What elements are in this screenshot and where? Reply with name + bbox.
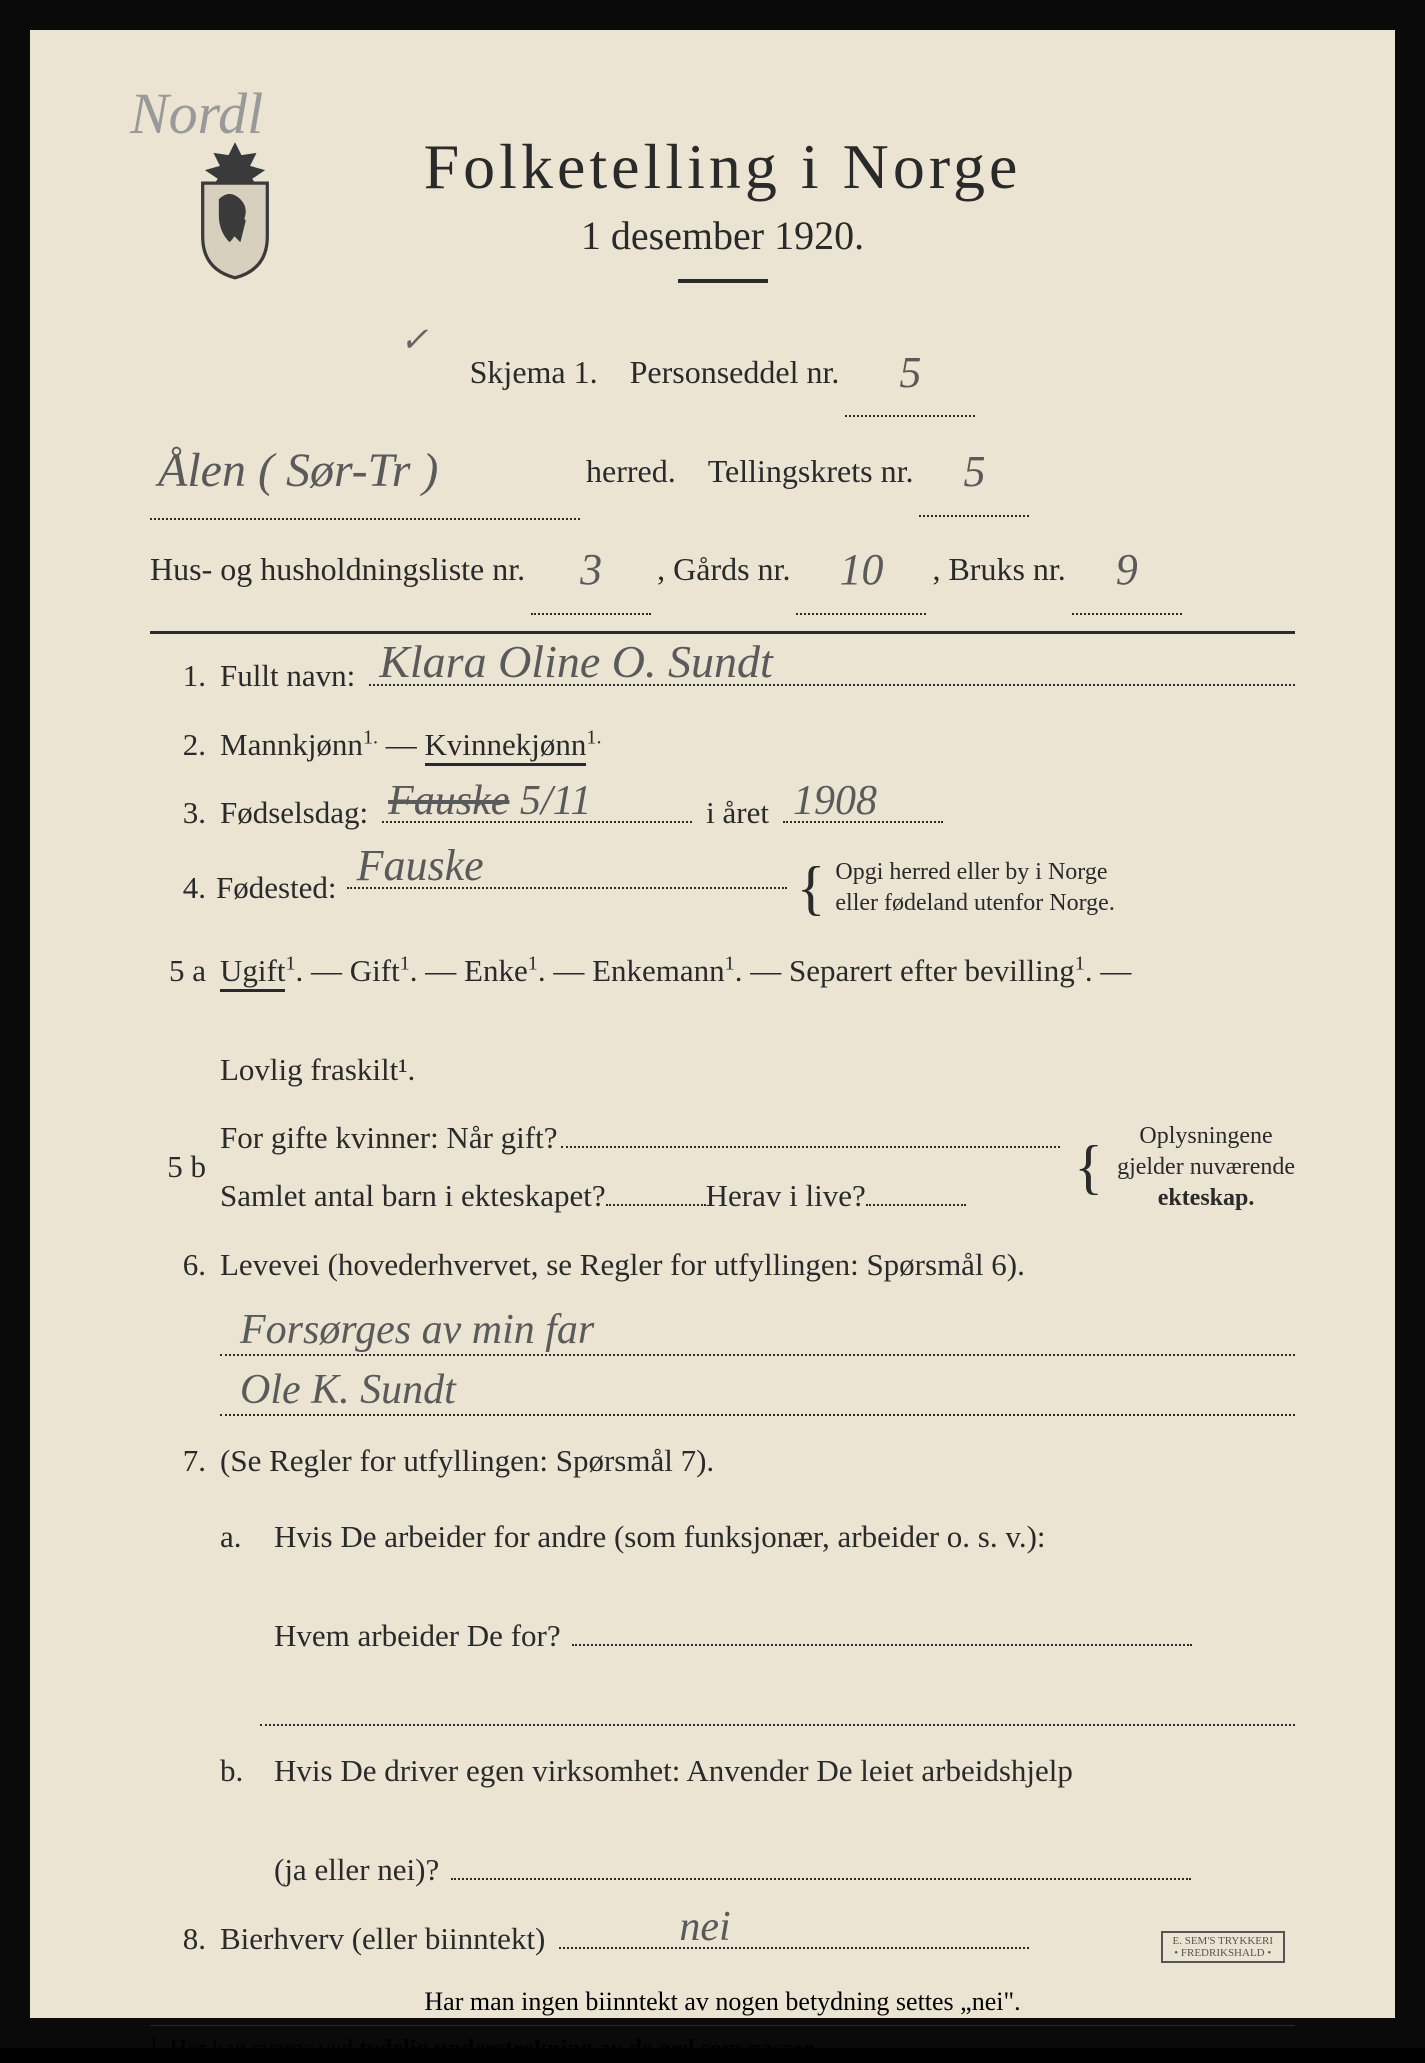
q1-label: Fullt navn: [220,658,355,694]
q4-row: 4. Fødested: Fauske { Opgi herred eller … [150,857,1295,919]
gards-label: , Gårds nr. [657,536,790,603]
footnote: 1 Her kan svares ved tydelig understrekn… [150,2034,1295,2063]
husliste-field: 3 [531,520,651,614]
q5b-l2b: Herav i live? [706,1178,866,1214]
q5b-barn-field [606,1204,706,1206]
q1-row: 1. Fullt navn: Klara Oline O. Sundt [150,658,1295,694]
q5a-row: 5 a Ugift1. — Gift1. — Enke1. — Enkemann… [150,946,1295,1095]
brace-icon: { [1074,1152,1103,1182]
brace-icon: { [797,873,826,903]
form-header: Folketelling i Norge 1 desember 1920. [150,130,1295,283]
q3-label: Fødselsdag: [220,795,368,831]
title-divider [678,279,768,283]
coat-of-arms-icon [180,140,290,280]
form-title: Folketelling i Norge [150,130,1295,204]
q5b-l2a: Samlet antal barn i ekteskapet? [220,1178,606,1214]
bruks-label: , Bruks nr. [932,536,1065,603]
q7b-field [451,1878,1191,1880]
q5b-side-note: Oplysningene gjelder nuværende ekteskap. [1117,1121,1295,1215]
q5b-gift-field [561,1146,1060,1148]
q3-year-field: 1908 [783,821,943,823]
q3-year-label: i året [706,795,769,831]
q7a-field [572,1644,1192,1646]
q5b-l1: For gifte kvinner: Når gift? [220,1120,557,1156]
personseddel-label: Personseddel nr. [630,339,840,406]
bruks-field: 9 [1072,520,1182,614]
q7a-row: a. Hvis De arbeider for andre (som funks… [160,1512,1295,1661]
q7-label: (Se Regler for utfyllingen: Spørsmål 7). [220,1436,1295,1486]
meta-section: Skjema 1. Personseddel nr. 5 Ålen ( Sør-… [150,323,1295,615]
q4-side-note: Opgi herred eller by i Norge eller fødel… [835,857,1114,919]
herred-field: Ålen ( Sør-Tr ) [150,417,580,520]
q2-row: 2. Mannkjønn1. — Kvinnekjønn1. [150,720,1295,770]
printer-stamp: E. SEM'S TRYKKERI • FREDRIKSHALD • [1161,1931,1286,1963]
skjema-label: Skjema 1. [470,339,598,406]
q8-label: Bierhverv (eller biinntekt) [220,1921,545,1957]
q6-line2: Ole K. Sundt [220,1376,1295,1416]
q5b-row: 5 b For gifte kvinner: Når gift? Samlet … [150,1120,1295,1214]
gards-field: 10 [796,520,926,614]
q8-field: nei [559,1947,1029,1949]
personseddel-nr-field: 5 [845,323,975,417]
footer-divider [150,2025,1295,2026]
q7-row: 7. (Se Regler for utfyllingen: Spørsmål … [150,1436,1295,1486]
census-form-page: Nordl Folketelling i Norge 1 desember 19… [0,0,1425,2048]
q8-row: 8. Bierhverv (eller biinntekt) nei [150,1921,1295,1957]
tellingskrets-field: 5 [919,422,1029,516]
q4-field: Fauske [347,887,787,889]
q1-field: Klara Oline O. Sundt [369,684,1295,686]
q7b-row: b. Hvis De driver egen virksomhet: Anven… [160,1746,1295,1895]
main-divider [150,631,1295,634]
q7a-line2 [260,1686,1295,1726]
tellingskrets-label: Tellingskrets nr. [708,438,914,505]
q6-line1: Forsørges av min far [220,1316,1295,1356]
q7a-l1: Hvis De arbeider for andre (som funksjon… [274,1519,1046,1554]
q5b-live-field [866,1204,966,1206]
q6-label: Levevei (hovederhvervet, se Regler for u… [220,1240,1295,1290]
form-subtitle: 1 desember 1920. [150,212,1295,259]
q2-mann: Mannkjønn [220,727,363,762]
questions-section: 1. Fullt navn: Klara Oline O. Sundt 2. M… [150,658,1295,1958]
q5a-selected: Ugift [220,953,285,992]
q4-label: Fødested: [216,870,337,906]
q5a-line2: Lovlig fraskilt¹. [220,1052,415,1087]
q2-kvinne-selected: Kvinnekjønn [425,727,587,766]
q7b-l1: Hvis De driver egen virksomhet: Anvender… [274,1753,1073,1788]
q3-date-field: Fauske 5/11 [382,821,692,823]
footer-note: Har man ingen biinntekt av nogen betydni… [150,1987,1295,2017]
herred-label: herred. [586,438,676,505]
q7b-l2: (ja eller nei)? [274,1852,439,1887]
q7a-l2: Hvem arbeider De for? [274,1618,561,1653]
husliste-label: Hus- og husholdningsliste nr. [150,536,525,603]
tick-mark: ✓ [400,320,429,360]
q6-row: 6. Levevei (hovederhvervet, se Regler fo… [150,1240,1295,1290]
q3-row: 3. Fødselsdag: Fauske 5/11 i året 1908 [150,795,1295,831]
